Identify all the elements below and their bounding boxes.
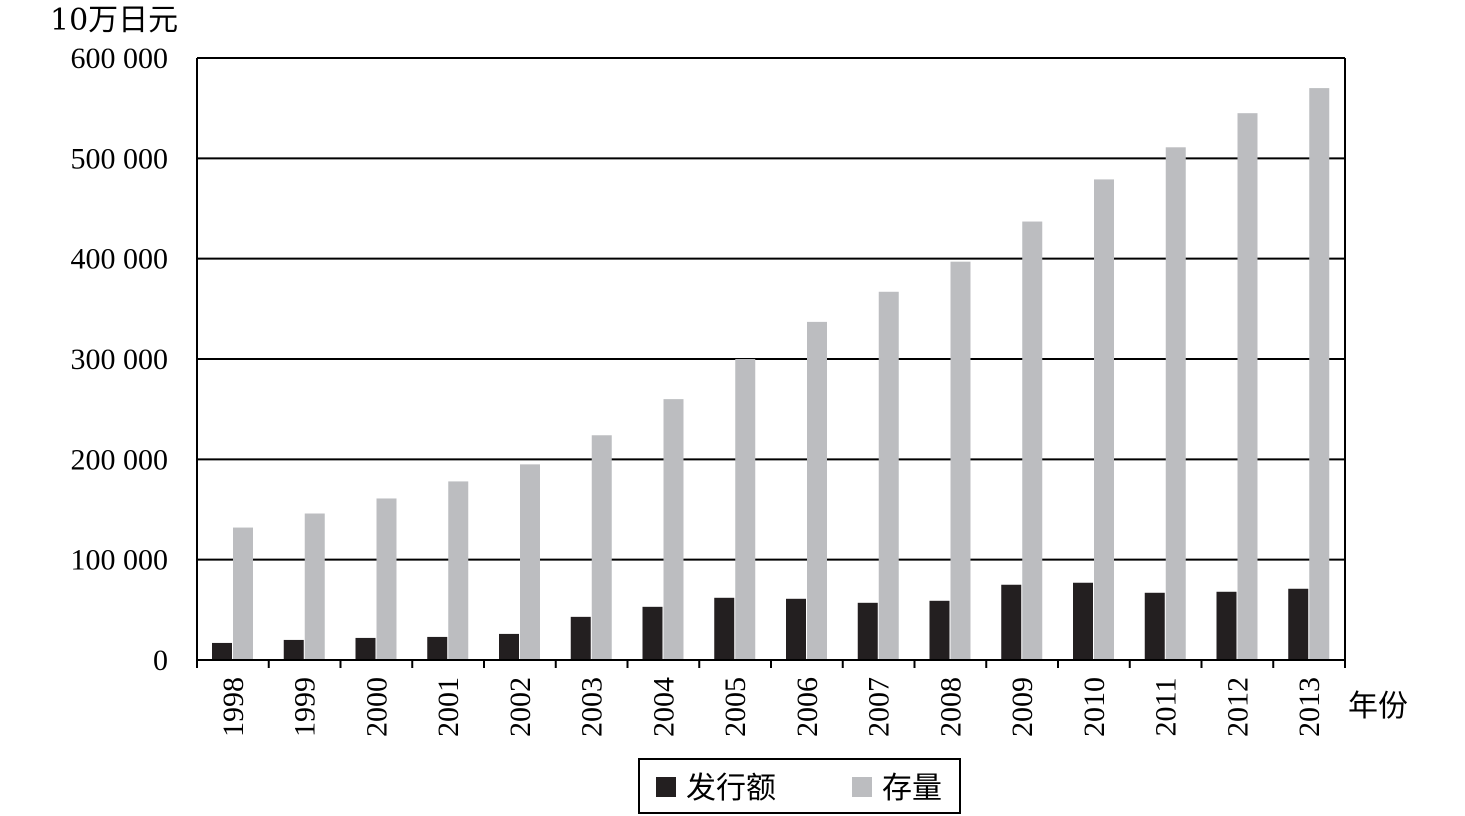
bar-issuance bbox=[929, 600, 950, 660]
y-tick-label: 300 000 bbox=[71, 343, 169, 376]
bar-issuance bbox=[786, 598, 806, 660]
bar-stock bbox=[807, 321, 827, 660]
y-tick-label: 100 000 bbox=[71, 544, 169, 577]
legend-label: 发行额 bbox=[686, 771, 776, 806]
bar-issuance bbox=[1001, 584, 1022, 660]
x-tick-label: 2001 bbox=[432, 677, 465, 737]
bar-stock bbox=[950, 261, 971, 660]
y-tick-labels: 0 100 000 200 000 300 000 400 000 500 000 600 … bbox=[71, 42, 169, 677]
legend-swatch bbox=[656, 777, 676, 797]
bar-stock bbox=[591, 435, 612, 660]
bar-issuance bbox=[1073, 582, 1093, 660]
bar-issuance bbox=[1216, 591, 1237, 660]
bar-issuance bbox=[427, 636, 448, 660]
x-tick-label: 2012 bbox=[1221, 677, 1254, 737]
bar-stock bbox=[448, 481, 469, 660]
x-tick-label: 2006 bbox=[791, 677, 824, 737]
gridlines bbox=[197, 57, 1345, 561]
bar-stock bbox=[735, 359, 756, 660]
bar-stock bbox=[1022, 221, 1043, 660]
bar-issuance bbox=[1144, 592, 1165, 660]
x-tick-label: 1998 bbox=[217, 677, 250, 737]
x-tick-label: 2005 bbox=[719, 677, 752, 737]
bar-stock bbox=[1094, 179, 1114, 661]
bar-issuance bbox=[570, 616, 591, 660]
bar-stock bbox=[376, 498, 397, 660]
bar-stock bbox=[1309, 88, 1330, 661]
bar-stock bbox=[878, 291, 899, 660]
x-tick-label: 2004 bbox=[647, 677, 680, 737]
bar-issuance bbox=[212, 642, 232, 660]
y-tick-label: 400 000 bbox=[71, 243, 169, 276]
bar-issuance bbox=[642, 606, 663, 660]
bar-issuance bbox=[1288, 588, 1309, 660]
y-tick-label: 500 000 bbox=[71, 142, 169, 175]
legend: 发行额 存量 bbox=[638, 758, 961, 814]
bar-stock bbox=[1165, 147, 1186, 661]
legend-swatch bbox=[852, 777, 872, 797]
x-tick-label: 2010 bbox=[1078, 677, 1111, 737]
x-tick-label: 2007 bbox=[863, 677, 896, 737]
bar-issuance bbox=[355, 637, 376, 660]
bars bbox=[212, 88, 1330, 661]
x-tick-label: 2002 bbox=[504, 677, 537, 737]
legend-box bbox=[638, 758, 961, 814]
bar-issuance bbox=[714, 597, 735, 660]
bar-stock bbox=[663, 399, 684, 660]
bar-stock bbox=[520, 464, 540, 660]
x-tick-label: 2003 bbox=[576, 677, 609, 737]
bar-stock bbox=[304, 513, 325, 660]
y-tick-label: 600 000 bbox=[71, 42, 169, 75]
x-tick-label: 2011 bbox=[1150, 678, 1183, 737]
legend-label: 存量 bbox=[882, 771, 942, 806]
x-tick-labels: 1998 1999 2000 2001 2002 2003 2004 2005 2006 2007… bbox=[217, 677, 1326, 737]
bar-issuance bbox=[499, 633, 519, 660]
y-tick-label: 0 bbox=[153, 644, 168, 677]
bar-stock bbox=[233, 527, 253, 660]
x-tick-label: 2013 bbox=[1293, 677, 1326, 737]
y-tick-label: 200 000 bbox=[71, 443, 169, 476]
x-tick-label: 2000 bbox=[360, 677, 393, 737]
x-tick-label: 2009 bbox=[1006, 677, 1039, 737]
x-tick-label: 1999 bbox=[289, 677, 322, 737]
x-tick-label: 2008 bbox=[934, 677, 967, 737]
bar-issuance bbox=[283, 639, 304, 660]
bar-stock bbox=[1237, 113, 1258, 660]
x-axis-label: 年份 bbox=[1348, 689, 1408, 724]
bar-issuance bbox=[857, 602, 878, 660]
y-unit-label: 10万日元 bbox=[50, 3, 178, 38]
axes bbox=[196, 58, 1346, 668]
